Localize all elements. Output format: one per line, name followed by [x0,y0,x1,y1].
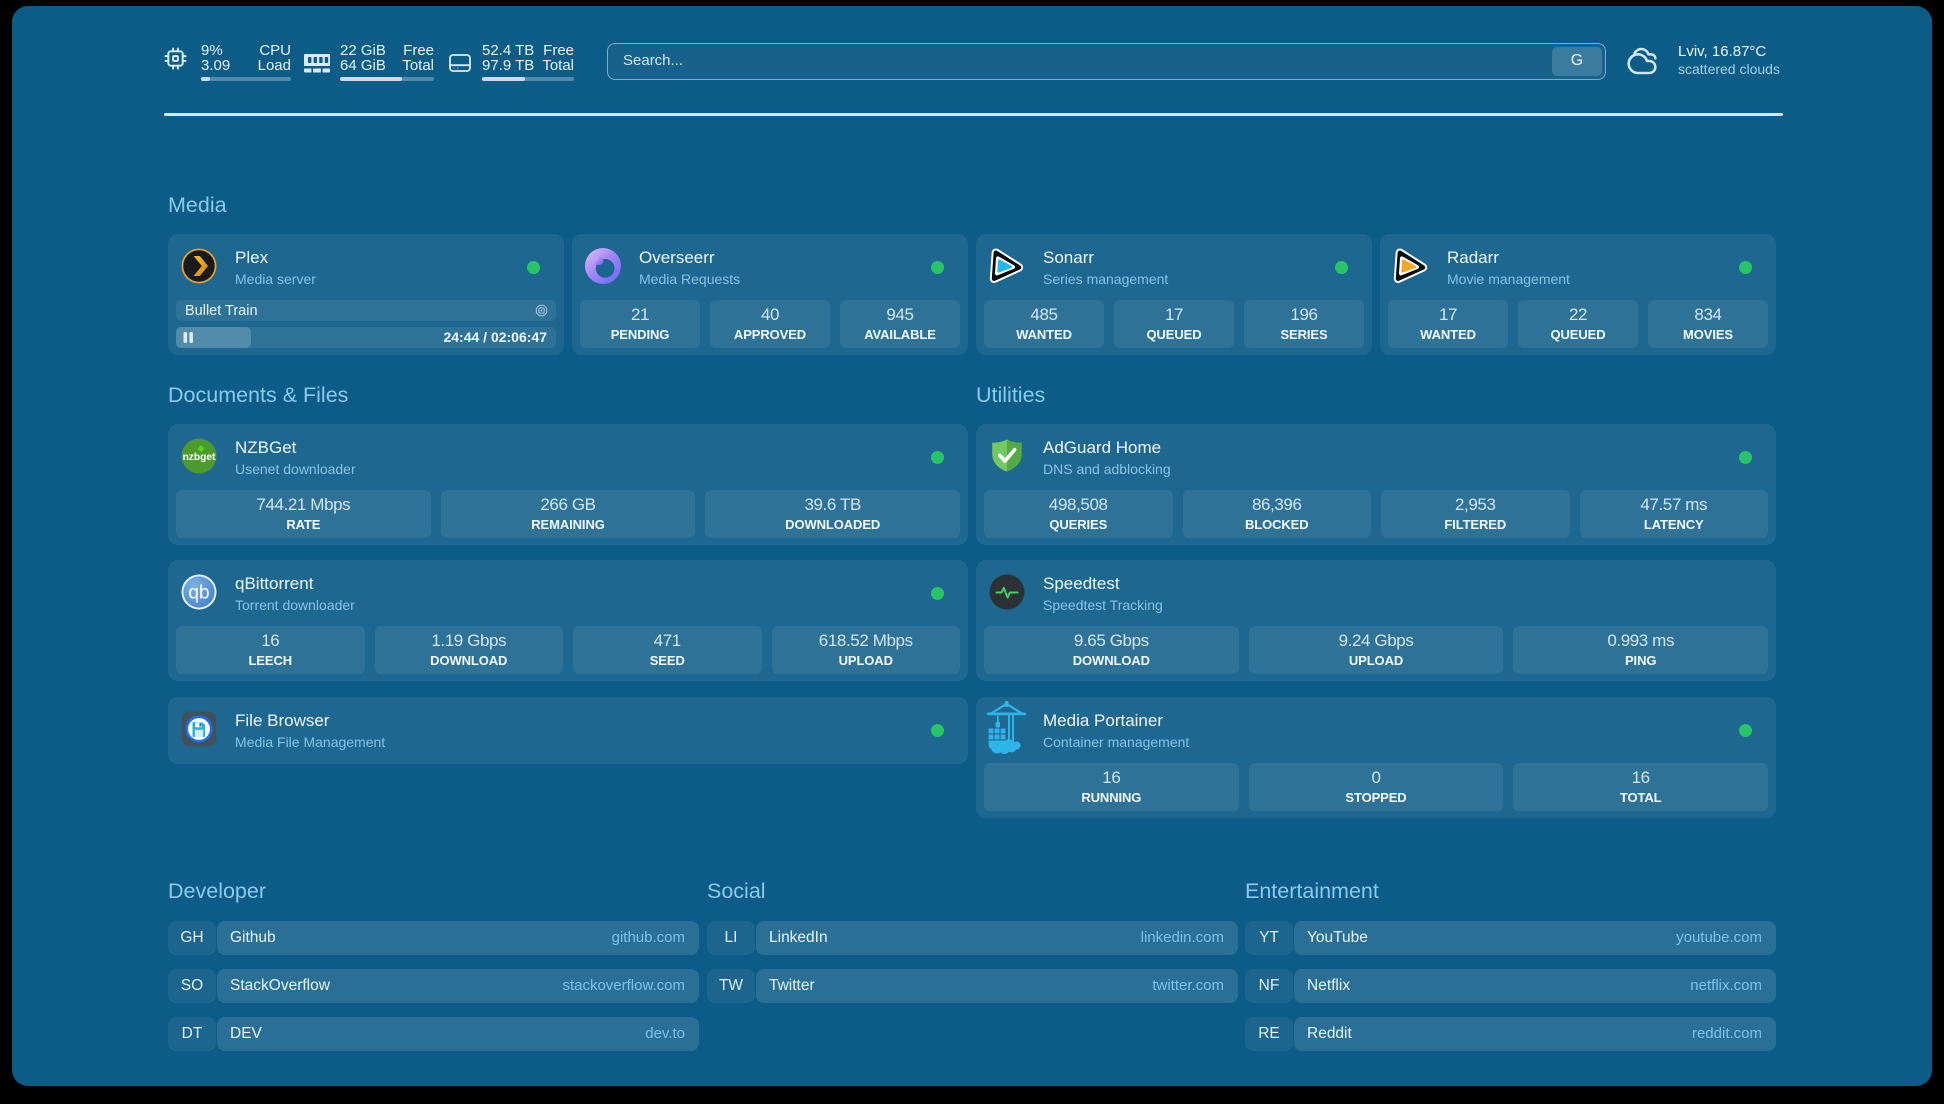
svg-text:qb: qb [188,583,209,604]
svg-text:nzbget: nzbget [183,452,216,463]
